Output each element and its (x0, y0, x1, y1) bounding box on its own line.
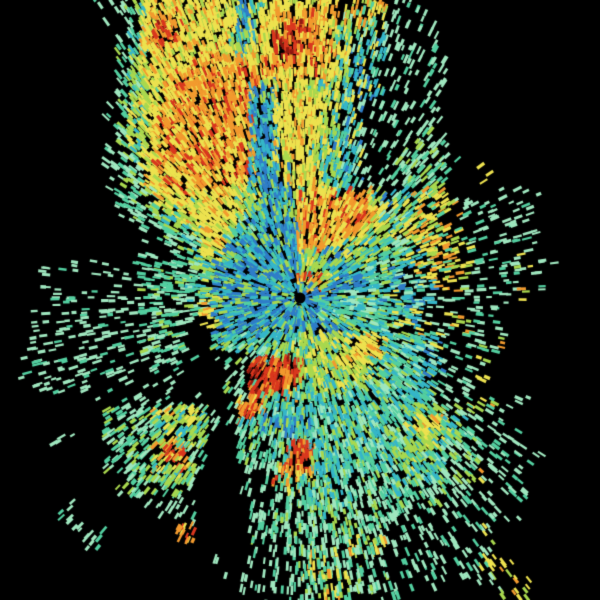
reflectivity-heatmap-canvas (0, 0, 600, 600)
radar-display (0, 0, 600, 600)
